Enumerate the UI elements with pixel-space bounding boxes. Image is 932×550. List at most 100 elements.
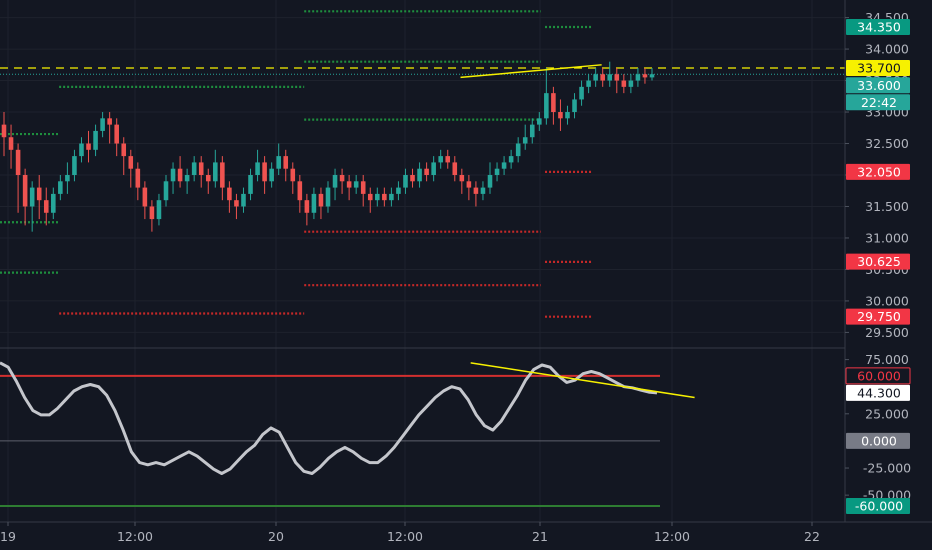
candle-body[interactable]: [621, 80, 627, 87]
candle[interactable]: [558, 99, 563, 131]
trend-line[interactable]: [470, 362, 695, 399]
candle[interactable]: [100, 112, 105, 138]
candle-body[interactable]: [36, 187, 42, 201]
time-label[interactable]: 19: [0, 529, 16, 544]
candle-body[interactable]: [276, 156, 281, 169]
candle[interactable]: [360, 175, 366, 207]
candle-body[interactable]: [15, 149, 21, 175]
candle[interactable]: [8, 124, 14, 169]
badge-label[interactable]: 34.350: [857, 20, 901, 35]
candle-body[interactable]: [213, 162, 218, 182]
candle-body[interactable]: [135, 168, 141, 188]
candle-body[interactable]: [8, 137, 14, 150]
candle-body[interactable]: [220, 162, 225, 188]
price-axis[interactable]: 34.50034.00033.50033.00032.50032.00031.5…: [845, 10, 910, 340]
candle[interactable]: [452, 156, 458, 182]
candle[interactable]: [607, 61, 613, 87]
candle-body[interactable]: [529, 124, 535, 138]
candle-body[interactable]: [51, 193, 56, 213]
candle[interactable]: [487, 162, 493, 194]
candle[interactable]: [621, 74, 627, 94]
candle-body[interactable]: [438, 156, 443, 163]
candle[interactable]: [227, 181, 232, 213]
candle[interactable]: [537, 112, 542, 131]
badge-label[interactable]: 30.625: [857, 254, 901, 269]
candle[interactable]: [318, 187, 324, 220]
candle-body[interactable]: [635, 74, 641, 81]
candle[interactable]: [551, 86, 556, 125]
candle-body[interactable]: [565, 112, 570, 119]
candle[interactable]: [628, 74, 634, 94]
candle-body[interactable]: [121, 143, 127, 157]
price-badge[interactable]: 0.000: [846, 432, 910, 449]
candle[interactable]: [135, 162, 141, 201]
candle[interactable]: [438, 149, 443, 169]
candle[interactable]: [529, 118, 535, 144]
price-badge[interactable]: 22:42: [846, 94, 910, 111]
candle-body[interactable]: [72, 156, 77, 175]
candle-body[interactable]: [628, 80, 634, 87]
candle-body[interactable]: [86, 143, 91, 150]
candle[interactable]: [149, 200, 155, 232]
badge-label[interactable]: 32.050: [857, 164, 901, 179]
candle[interactable]: [572, 93, 577, 119]
candle-body[interactable]: [494, 168, 500, 175]
candle-body[interactable]: [346, 181, 352, 188]
candle-body[interactable]: [551, 93, 556, 113]
candle-body[interactable]: [649, 74, 655, 78]
candle[interactable]: [86, 130, 91, 163]
candle-body[interactable]: [593, 74, 598, 81]
candle-body[interactable]: [642, 74, 648, 78]
candle-body[interactable]: [191, 162, 197, 175]
candle[interactable]: [614, 67, 620, 94]
candle-body[interactable]: [311, 193, 317, 213]
candle[interactable]: [269, 162, 274, 188]
candle-body[interactable]: [410, 175, 415, 182]
candle-body[interactable]: [424, 168, 429, 175]
trend-line[interactable]: [460, 64, 602, 79]
candle-body[interactable]: [353, 181, 359, 188]
oscillator-pane[interactable]: [0, 361, 695, 507]
candle-body[interactable]: [58, 181, 63, 194]
candle-body[interactable]: [100, 118, 105, 131]
candle[interactable]: [494, 162, 500, 182]
candle[interactable]: [501, 156, 507, 175]
candle-body[interactable]: [515, 143, 521, 157]
candle-body[interactable]: [480, 187, 486, 194]
candle-body[interactable]: [318, 193, 324, 207]
candle[interactable]: [156, 193, 162, 226]
candle-body[interactable]: [241, 193, 246, 207]
candle[interactable]: [593, 67, 598, 87]
candle[interactable]: [431, 156, 436, 182]
time-label[interactable]: 12:00: [117, 529, 153, 544]
candle-body[interactable]: [375, 193, 380, 201]
candle[interactable]: [205, 168, 211, 194]
candle[interactable]: [107, 112, 112, 144]
candle-body[interactable]: [572, 99, 577, 113]
candle[interactable]: [339, 168, 345, 194]
price-tick-label[interactable]: 34.000: [865, 42, 909, 57]
price-badge[interactable]: 32.050: [846, 163, 910, 180]
candle-body[interactable]: [269, 168, 274, 182]
osc-tick-label[interactable]: -25.000: [863, 461, 911, 476]
candle-body[interactable]: [128, 156, 134, 169]
candle[interactable]: [58, 175, 63, 201]
candle-body[interactable]: [459, 175, 465, 182]
candle[interactable]: [255, 149, 260, 182]
candle-body[interactable]: [255, 162, 260, 175]
candle-body[interactable]: [248, 175, 253, 194]
candle[interactable]: [311, 187, 317, 220]
candle-body[interactable]: [537, 118, 542, 125]
candle-body[interactable]: [170, 168, 176, 182]
candle-body[interactable]: [501, 162, 507, 169]
candle-body[interactable]: [360, 181, 366, 194]
candle[interactable]: [29, 181, 35, 232]
candle[interactable]: [565, 105, 570, 125]
candle-body[interactable]: [382, 193, 387, 201]
candle[interactable]: [51, 187, 56, 220]
badge-label[interactable]: 0.000: [861, 433, 897, 448]
candle[interactable]: [325, 181, 331, 213]
candle-body[interactable]: [149, 206, 155, 220]
candle-body[interactable]: [107, 118, 112, 125]
